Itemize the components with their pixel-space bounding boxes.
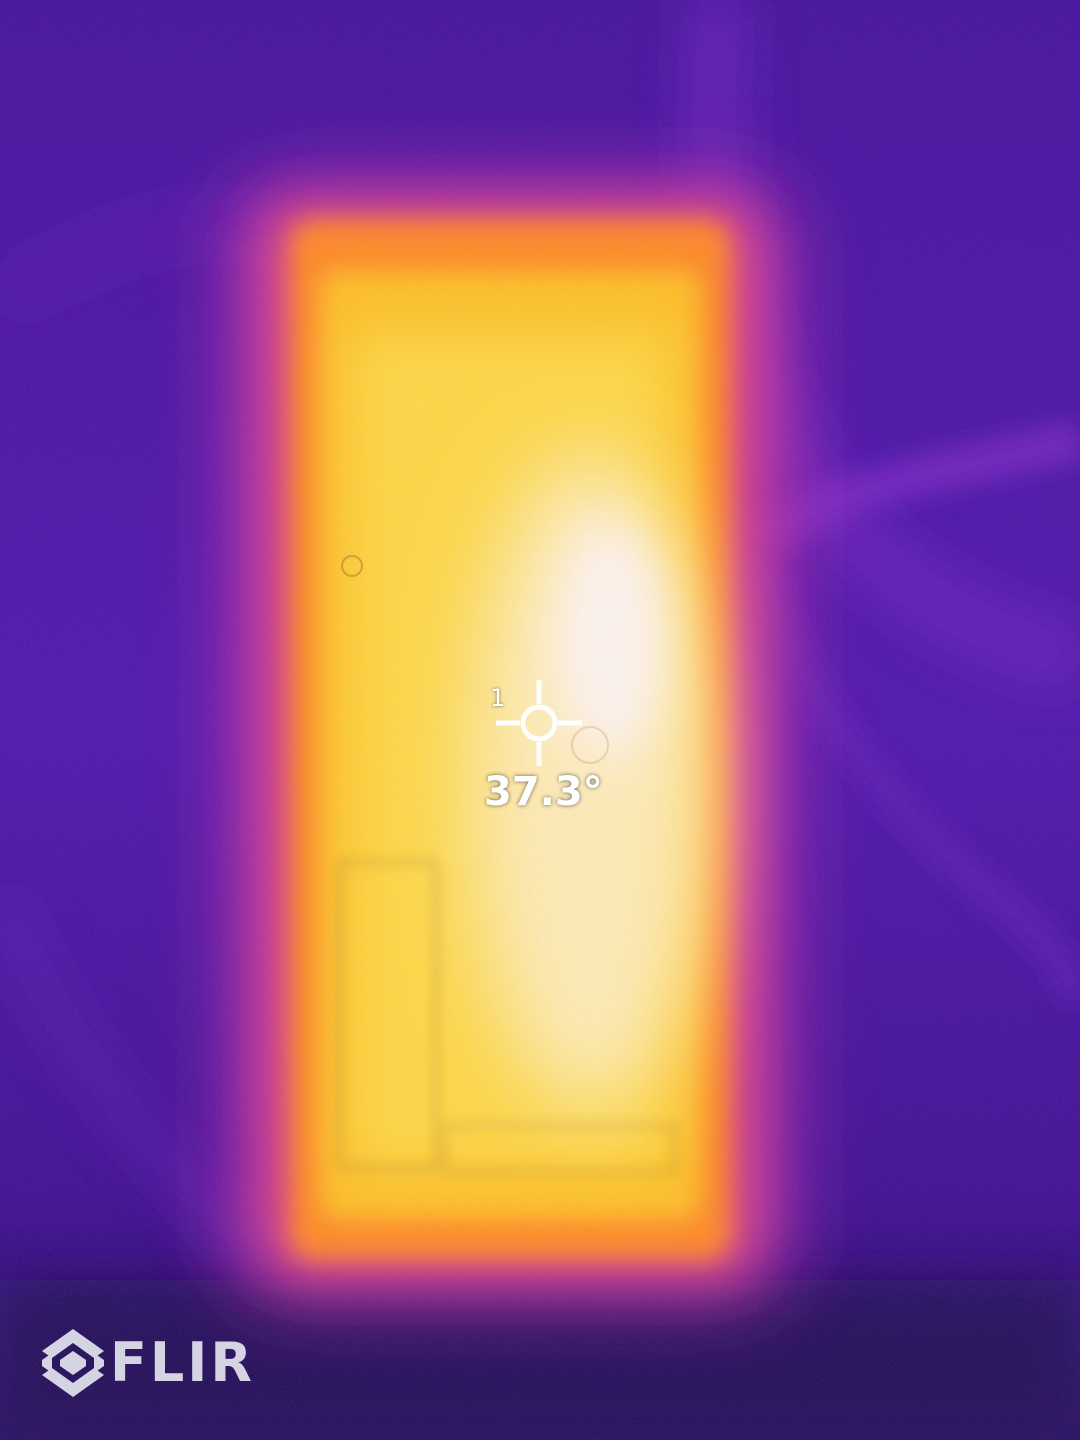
flir-logo: FLIR <box>42 1328 255 1398</box>
spot-meter-crosshair-icon <box>496 680 582 766</box>
spot-temperature-readout: 37.3° <box>484 769 603 815</box>
spot-meter-index: 1 <box>490 684 506 712</box>
flir-logo-text: FLIR <box>110 1331 255 1394</box>
flir-diamond-logo-icon <box>42 1329 104 1397</box>
